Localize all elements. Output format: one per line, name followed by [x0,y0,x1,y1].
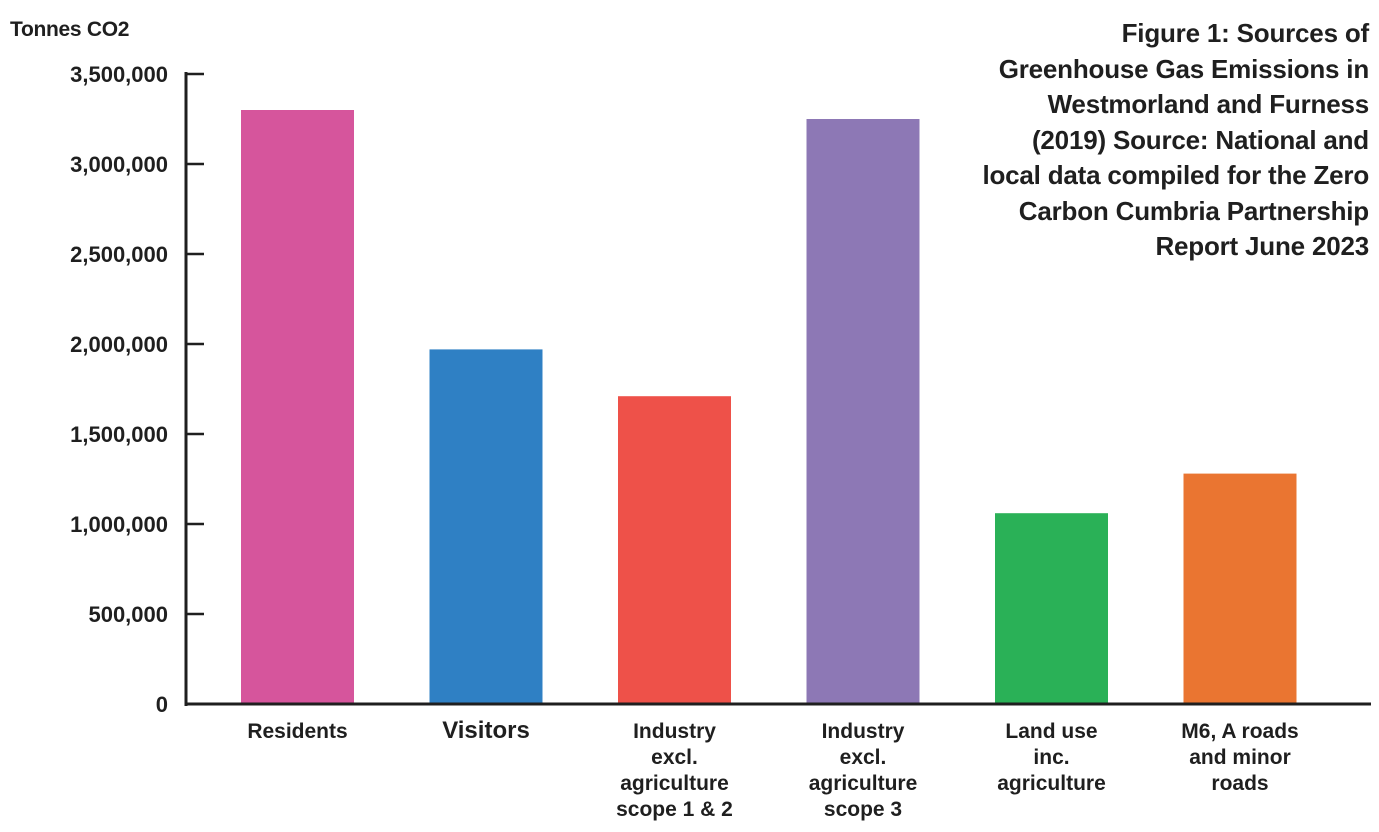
y-axis-title: Tonnes CO2 [10,18,130,41]
x-tick-label: M6, A roads and minor roads [1181,720,1298,795]
bar [806,119,920,704]
x-tick-label: Visitors [442,717,530,744]
y-tick-label: 3,500,000 [70,62,168,87]
chart-title: Figure 1: Sources of Greenhouse Gas Emis… [982,18,1369,261]
bar [618,396,731,704]
x-tick-label: Industry excl. agriculture scope 1 & 2 [616,720,733,821]
y-tick-label: 2,000,000 [70,332,168,357]
y-tick-label: 1,000,000 [70,512,168,537]
y-tick-label: 500,000 [88,602,168,627]
bar [429,349,543,704]
y-tick-label: 1,500,000 [70,422,168,447]
x-tick-label: Residents [247,720,347,743]
bar [241,110,354,704]
y-tick-label: 2,500,000 [70,242,168,267]
x-tick-label: Land use inc. agriculture [997,720,1106,795]
bar [995,513,1108,704]
y-tick-label: 0 [156,692,168,717]
x-tick-label: Industry excl. agriculture scope 3 [809,720,918,821]
bar [1183,473,1297,704]
y-tick-label: 3,000,000 [70,152,168,177]
